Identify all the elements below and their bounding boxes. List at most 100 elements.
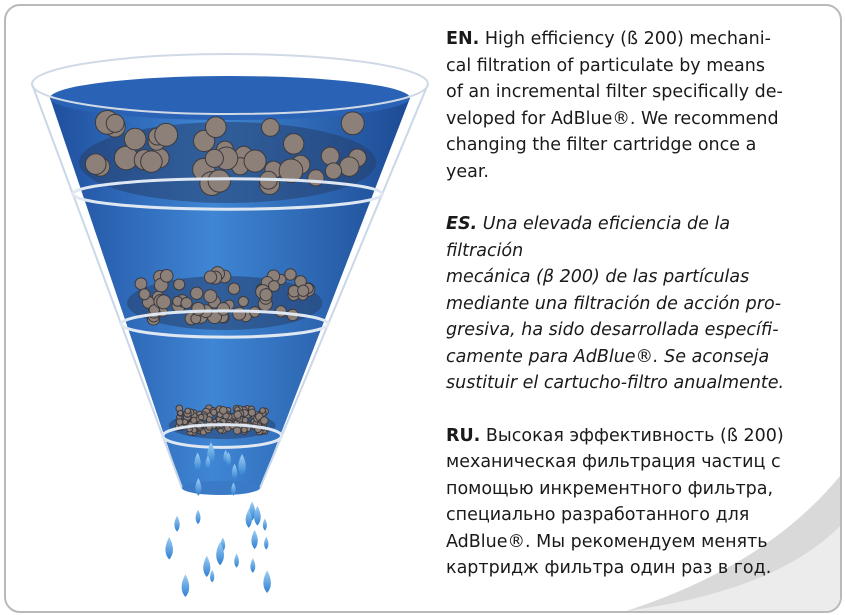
- line-text: Высокая эффективность (ß 200): [486, 426, 784, 446]
- text-line: ES. Una elevada eficiencia de la: [446, 211, 836, 238]
- particle: [206, 417, 212, 423]
- particle: [141, 151, 162, 172]
- particle: [160, 270, 173, 283]
- particle: [217, 303, 230, 316]
- text-line: changing the filter cartridge once a: [446, 132, 836, 159]
- paragraph: ES. Una elevada eficiencia de la filtraci…: [446, 211, 836, 397]
- text-line: sustituir el cartucho-filtro anualmente.: [446, 370, 836, 397]
- text-line: mecánica (β 200) de las partículas: [446, 264, 836, 291]
- particle: [228, 283, 239, 294]
- droplet: [196, 509, 201, 524]
- line-text: gresiva, ha sido desarrollada específi-: [446, 320, 779, 340]
- text-line: EN. High efficiency (ß 200) mechani-: [446, 26, 836, 53]
- line-text: Una elevada eficiencia de la: [483, 214, 730, 234]
- text-line: filtración: [446, 238, 836, 265]
- particle: [261, 417, 269, 425]
- particle: [191, 287, 203, 299]
- particle: [135, 278, 147, 290]
- particle: [174, 279, 185, 290]
- droplet: [182, 574, 190, 597]
- particle: [204, 271, 216, 283]
- particle: [206, 117, 227, 138]
- particle: [185, 408, 191, 414]
- line-text: картридж фильтра один раз в год.: [446, 558, 771, 578]
- droplet: [254, 506, 261, 526]
- particle: [205, 149, 223, 167]
- droplet: [174, 516, 179, 532]
- line-text: High efficiency (ß 200) mechani-: [485, 29, 771, 49]
- paragraph: RU. Высокая эффективность (ß 200) механич…: [446, 423, 836, 582]
- line-text: changing the filter cartridge once a: [446, 135, 756, 155]
- particle: [339, 157, 359, 177]
- particle: [85, 154, 106, 175]
- particle: [181, 298, 192, 309]
- particle: [261, 118, 279, 136]
- particle: [242, 417, 248, 423]
- particle: [157, 295, 171, 309]
- text-line: camente para AdBlue®. Se aconseja: [446, 344, 836, 371]
- text-line: of an incremental filter specifically de…: [446, 79, 836, 106]
- particle: [308, 170, 324, 186]
- particle: [285, 269, 296, 280]
- line-text: veloped for AdBlue®. We recommend: [446, 109, 779, 129]
- language-label: EN.: [446, 29, 479, 49]
- particle: [204, 290, 217, 303]
- particle: [198, 414, 203, 419]
- particle: [283, 134, 303, 154]
- line-text: mecánica (β 200) de las partículas: [446, 267, 749, 287]
- particle: [178, 410, 183, 415]
- particle: [233, 427, 240, 434]
- text-line: механическая фильтрация частиц с: [446, 449, 836, 476]
- particle: [260, 408, 266, 414]
- particle: [341, 112, 364, 135]
- paragraph: EN. High efficiency (ß 200) mechani-cal …: [446, 26, 836, 185]
- particle: [321, 147, 339, 165]
- particle: [244, 150, 266, 172]
- particle: [191, 417, 197, 423]
- line-text: cal filtration of particulate by means: [446, 56, 765, 76]
- text-line: gresiva, ha sido desarrollada específi-: [446, 317, 836, 344]
- particle: [238, 297, 248, 307]
- card: EN. High efficiency (ß 200) mechani-cal …: [4, 4, 842, 613]
- particle: [233, 307, 246, 320]
- line-text: filtración: [446, 241, 523, 261]
- text-line: AdBlue®. Мы рекомендуем менять: [446, 529, 836, 556]
- particle: [220, 406, 228, 414]
- particle: [208, 170, 230, 192]
- line-text: sustituir el cartucho-filtro anualmente.: [446, 373, 784, 393]
- line-text: специально разработанного для: [446, 505, 749, 525]
- text-line: специально разработанного для: [446, 502, 836, 529]
- droplet: [251, 530, 257, 549]
- text-line: year.: [446, 159, 836, 186]
- particle: [192, 302, 205, 315]
- line-text: camente para AdBlue®. Se aconseja: [446, 347, 769, 367]
- text-line: veloped for AdBlue®. We recommend: [446, 106, 836, 133]
- particle: [248, 409, 255, 416]
- line-text: механическая фильтрация частиц с: [446, 452, 781, 472]
- line-text: AdBlue®. Мы рекомендуем менять: [446, 532, 768, 552]
- text-line: помощью инкрементного фильтра,: [446, 476, 836, 503]
- particle: [234, 411, 241, 418]
- particle: [106, 114, 124, 132]
- particle: [124, 128, 146, 150]
- particle: [176, 419, 183, 426]
- droplet: [234, 553, 239, 567]
- droplet: [263, 570, 271, 593]
- line-text: of an incremental filter specifically de…: [446, 82, 783, 102]
- particle: [325, 163, 341, 179]
- droplet: [263, 518, 267, 530]
- particle: [241, 427, 247, 433]
- description: EN. High efficiency (ß 200) mechani-cal …: [446, 26, 836, 608]
- particle: [155, 123, 178, 146]
- text-line: mediante una filtración de acción pro-: [446, 291, 836, 318]
- line-text: year.: [446, 162, 489, 182]
- droplet: [203, 556, 210, 577]
- line-text: помощью инкрементного фильтра,: [446, 479, 773, 499]
- droplet: [210, 570, 214, 583]
- particle: [260, 289, 272, 301]
- line-text: mediante una filtración de acción pro-: [446, 294, 781, 314]
- language-label: RU.: [446, 426, 480, 446]
- droplet: [165, 537, 173, 560]
- particle: [298, 285, 309, 296]
- language-label: ES.: [446, 214, 477, 234]
